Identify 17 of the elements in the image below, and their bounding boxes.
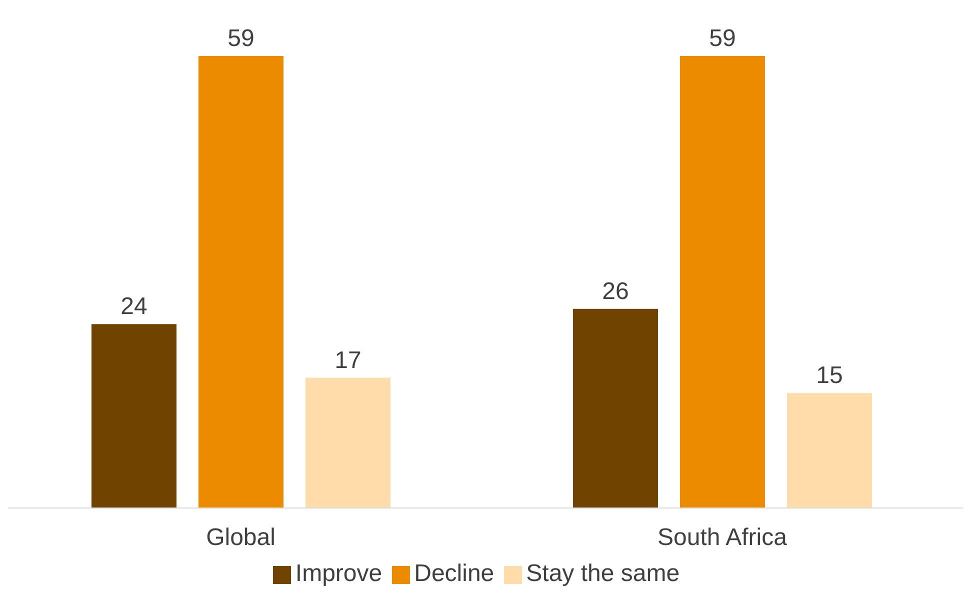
x-tick-label: South Africa [658,524,788,552]
bar [572,308,658,508]
bar [680,56,765,508]
bar [91,324,176,508]
data-label: 17 [334,346,362,374]
data-label: 15 [816,362,843,390]
data-label: 59 [709,25,736,52]
bar [198,56,284,508]
x-tick-label: Global [206,524,276,552]
data-label: 59 [228,25,254,52]
legend-label: Improve [295,560,382,587]
data-label: 26 [602,278,629,305]
bar [786,393,872,508]
bar [305,378,390,508]
legend-label: Stay the same [526,560,680,587]
data-label: 24 [120,293,148,320]
legend-label: Decline [414,560,494,587]
